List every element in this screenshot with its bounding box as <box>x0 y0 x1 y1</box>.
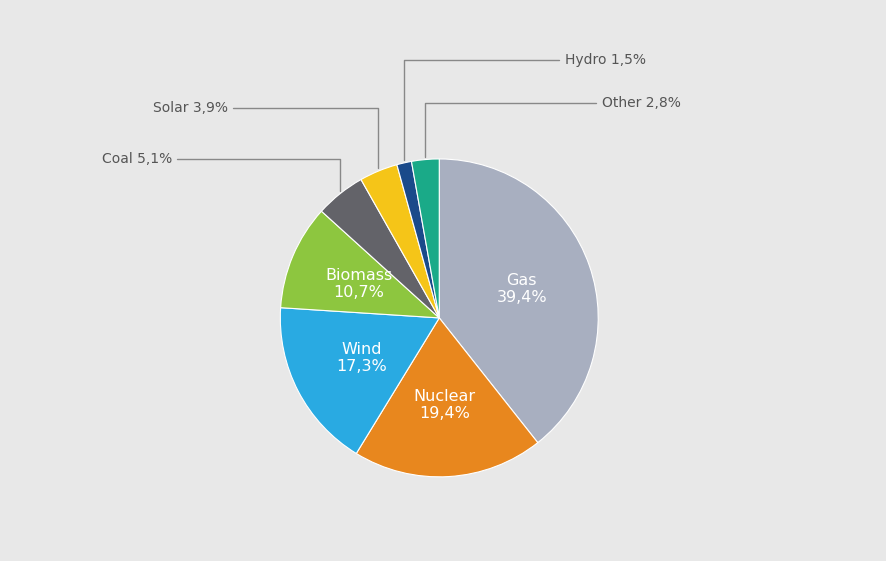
Wedge shape <box>356 318 538 477</box>
Text: Nuclear
19,4%: Nuclear 19,4% <box>414 389 476 421</box>
Wedge shape <box>411 159 439 318</box>
Wedge shape <box>280 307 439 453</box>
Text: Hydro 1,5%: Hydro 1,5% <box>404 53 646 160</box>
Text: Biomass
10,7%: Biomass 10,7% <box>325 268 392 300</box>
Text: Wind
17,3%: Wind 17,3% <box>337 342 387 374</box>
Wedge shape <box>361 165 439 318</box>
Wedge shape <box>322 180 439 318</box>
Text: Solar 3,9%: Solar 3,9% <box>153 102 378 168</box>
Text: Coal 5,1%: Coal 5,1% <box>102 152 340 191</box>
Text: Other 2,8%: Other 2,8% <box>425 96 680 157</box>
Text: Gas
39,4%: Gas 39,4% <box>496 273 548 305</box>
Wedge shape <box>439 159 598 443</box>
Wedge shape <box>281 211 439 318</box>
Wedge shape <box>397 162 439 318</box>
